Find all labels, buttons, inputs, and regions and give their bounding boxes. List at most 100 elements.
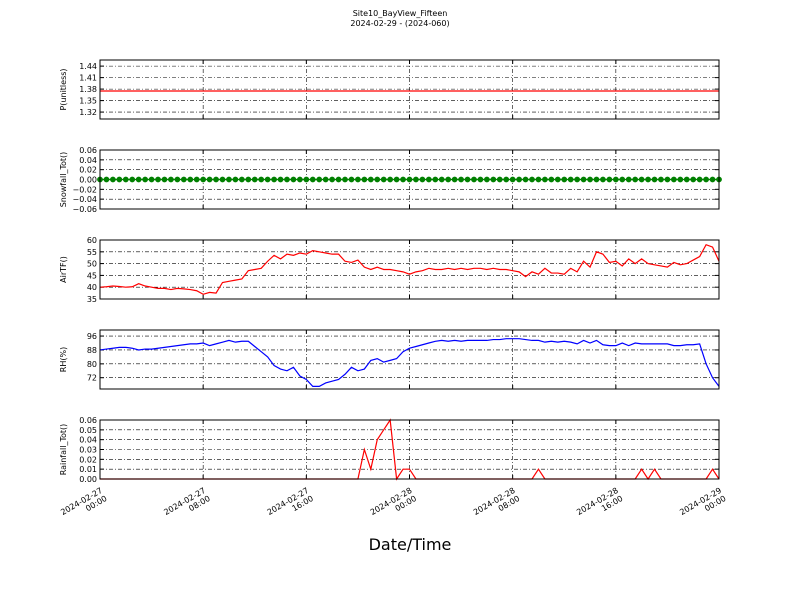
data-point	[561, 176, 568, 183]
data-point	[174, 176, 181, 183]
data-point	[277, 176, 284, 183]
data-point	[168, 176, 174, 183]
data-point	[438, 176, 445, 183]
axes-frame	[99, 329, 720, 390]
data-point	[245, 176, 252, 183]
data-point	[600, 176, 606, 183]
data-point	[658, 176, 664, 183]
data-point	[116, 176, 123, 183]
data-point	[554, 176, 561, 183]
y-tick-label: 1.32	[79, 108, 97, 117]
data-point	[109, 176, 116, 183]
data-point	[574, 176, 581, 183]
data-point	[432, 176, 439, 183]
data-point	[271, 176, 277, 183]
axes-frame	[99, 239, 720, 300]
data-point	[458, 176, 464, 183]
y-tick-label: 0.02	[79, 166, 97, 175]
data-point	[374, 176, 381, 183]
data-point	[425, 176, 432, 183]
y-tick-label: −0.02	[72, 185, 97, 194]
data-point	[619, 176, 626, 183]
data-point	[296, 176, 303, 183]
data-point	[542, 176, 548, 183]
data-point	[645, 176, 651, 183]
data-point	[355, 176, 361, 183]
data-point	[122, 176, 129, 183]
data-point	[690, 176, 697, 183]
data-point	[290, 176, 297, 183]
y-tick-label: 0.05	[79, 426, 97, 435]
data-point	[103, 176, 110, 183]
data-point	[683, 176, 690, 183]
data-point	[361, 176, 368, 183]
y-tick-label: 96	[87, 332, 97, 341]
y-tick-label: 35	[87, 295, 97, 304]
data-point	[380, 176, 387, 183]
y-tick-label: 0.03	[79, 446, 97, 455]
data-point	[612, 176, 619, 183]
y-tick-label: 72	[87, 374, 97, 383]
data-point	[664, 176, 671, 183]
data-point	[264, 176, 271, 183]
y-tick-label: 1.38	[79, 85, 97, 94]
data-point	[387, 176, 394, 183]
title-line-1: Site10_BayView_Fifteen	[353, 9, 448, 18]
y-axis-label: P(unitless)	[59, 68, 68, 110]
data-line	[99, 338, 720, 387]
axes-frame	[99, 419, 720, 480]
data-point	[148, 176, 155, 183]
data-point	[490, 176, 497, 183]
data-point	[193, 176, 200, 183]
axes-frame	[99, 149, 720, 210]
data-point	[516, 176, 523, 183]
data-point	[509, 176, 516, 183]
data-point	[696, 176, 703, 183]
data-point	[342, 176, 348, 183]
data-point	[451, 176, 458, 183]
data-point	[419, 176, 426, 183]
data-point	[593, 176, 600, 183]
data-point	[213, 176, 219, 183]
data-point	[587, 176, 593, 183]
data-point	[161, 176, 168, 183]
data-point	[522, 176, 529, 183]
data-point	[367, 176, 374, 183]
data-point	[503, 176, 510, 183]
y-tick-label: 1.41	[79, 74, 97, 83]
y-tick-label: 60	[87, 236, 97, 245]
data-point	[651, 176, 658, 183]
data-point	[464, 176, 471, 183]
x-axis-label: Date/Time	[369, 535, 452, 554]
y-tick-label: 88	[87, 346, 97, 355]
y-tick-label: 0.06	[79, 416, 97, 425]
data-point	[251, 176, 258, 183]
data-point	[703, 176, 710, 183]
y-tick-label: −0.06	[72, 205, 97, 214]
data-point	[677, 176, 684, 183]
data-point	[219, 176, 226, 183]
data-point	[400, 176, 406, 183]
y-axis-label: RH(%)	[59, 347, 68, 372]
data-point	[322, 176, 329, 183]
data-point	[413, 176, 419, 183]
data-point	[483, 176, 490, 183]
data-point	[316, 176, 323, 183]
data-point	[129, 176, 136, 183]
data-point	[471, 176, 477, 183]
y-tick-label: 0.04	[79, 156, 97, 165]
data-point	[393, 176, 400, 183]
data-point	[335, 176, 342, 183]
y-tick-label: 0.06	[79, 146, 97, 155]
data-point	[709, 176, 716, 183]
data-point	[329, 176, 336, 183]
y-tick-label: 1.35	[79, 97, 97, 106]
data-point	[155, 176, 161, 183]
data-point	[348, 176, 355, 183]
data-point	[535, 176, 542, 183]
data-point	[567, 176, 574, 183]
y-tick-label: 55	[87, 248, 97, 257]
data-line	[99, 243, 720, 295]
y-tick-label: 0.04	[79, 436, 97, 445]
